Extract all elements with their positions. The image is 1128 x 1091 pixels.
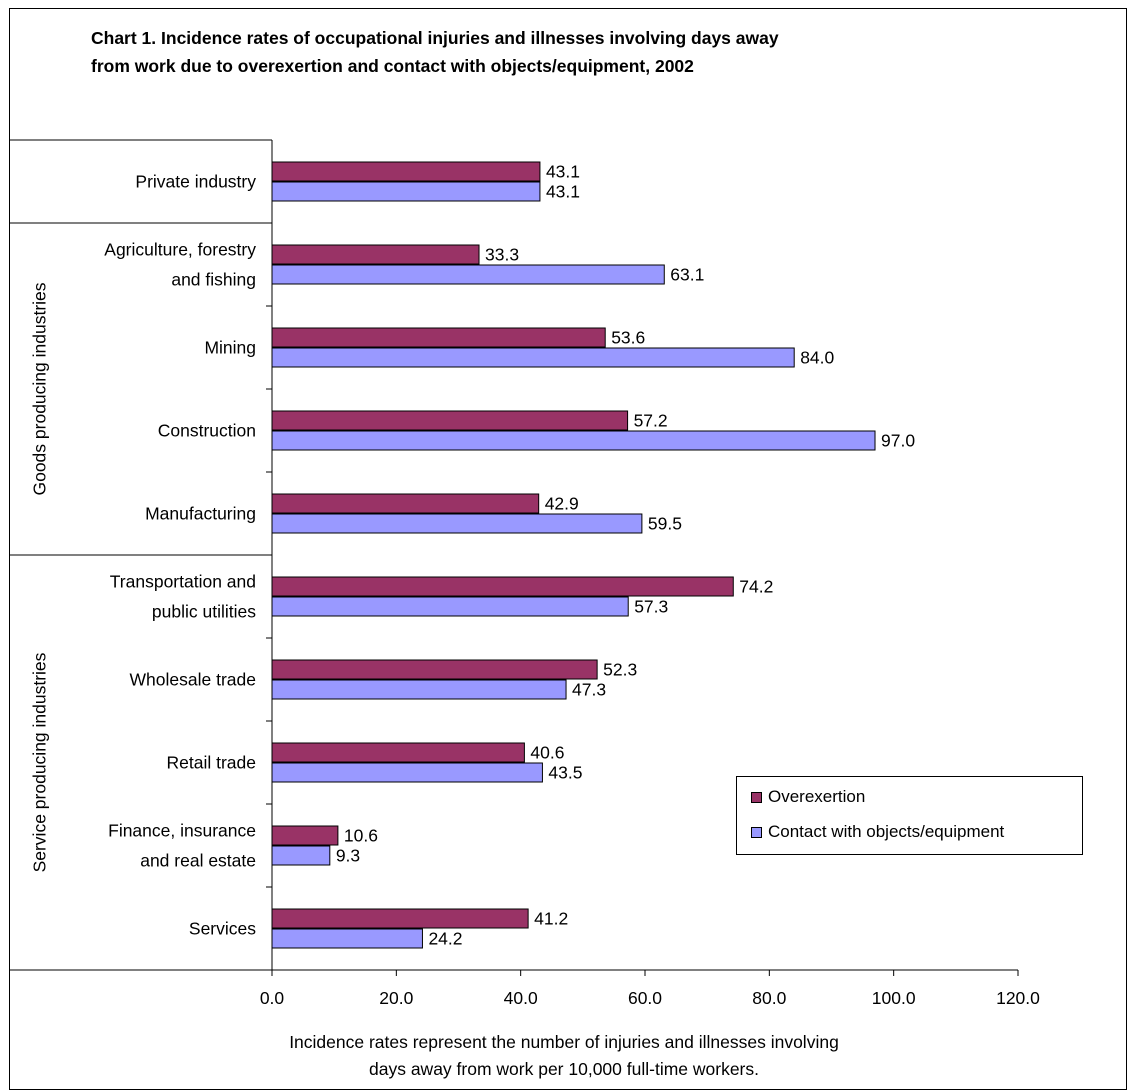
- bar-contact: [271, 596, 629, 617]
- data-label: 84.0: [800, 348, 834, 368]
- category-label: Manufacturing: [145, 504, 256, 524]
- x-tick-label: 20.0: [379, 988, 413, 1008]
- x-tick-label: 60.0: [628, 988, 662, 1008]
- category-label: Wholesale trade: [130, 670, 256, 690]
- data-label: 43.5: [548, 763, 582, 783]
- x-tick-label: 0.0: [260, 988, 285, 1008]
- data-label: 9.3: [336, 846, 360, 866]
- chart-legend: Overexertion Contact with objects/equipm…: [736, 776, 1083, 855]
- bar-overexertion: [271, 161, 541, 182]
- bar-overexertion: [271, 908, 529, 929]
- x-tick-label: 100.0: [872, 988, 916, 1008]
- bar-overexertion: [271, 493, 540, 514]
- data-label: 97.0: [881, 431, 915, 451]
- legend-item-overexertion: Overexertion: [751, 786, 865, 808]
- bar-contact: [271, 181, 541, 202]
- category-label: Services: [189, 919, 256, 939]
- category-label: Mining: [204, 338, 256, 358]
- category-label: Finance, insurance: [108, 821, 256, 841]
- chart-title-line-2: from work due to overexertion and contac…: [91, 56, 694, 76]
- legend-label-contact: Contact with objects/equipment: [768, 822, 1005, 841]
- data-label: 40.6: [530, 743, 564, 763]
- bar-contact: [271, 513, 643, 534]
- category-label: Private industry: [135, 172, 256, 192]
- legend-item-contact: Contact with objects/equipment: [751, 821, 1004, 843]
- chart-frame: [9, 8, 1127, 1090]
- bar-overexertion: [271, 244, 480, 265]
- category-label: Construction: [158, 421, 256, 441]
- bar-contact: [271, 347, 795, 368]
- bar-contact: [271, 845, 331, 866]
- data-label: 41.2: [534, 909, 568, 929]
- data-label: 42.9: [545, 494, 579, 514]
- bar-contact: [271, 762, 543, 783]
- x-axis-label-line-1: Incidence rates represent the number of …: [289, 1032, 839, 1052]
- bar-overexertion: [271, 659, 598, 680]
- chart-title-line-1: Chart 1. Incidence rates of occupational…: [91, 28, 779, 48]
- legend-swatch-contact: [751, 826, 762, 838]
- bar-contact: [271, 430, 876, 451]
- legend-label-overexertion: Overexertion: [768, 787, 866, 806]
- data-label: 74.2: [739, 577, 773, 597]
- x-tick-label: 80.0: [752, 988, 786, 1008]
- bar-overexertion: [271, 576, 734, 597]
- group-label: Goods producing industries: [30, 282, 50, 495]
- category-label: public utilities: [152, 602, 256, 622]
- category-label: Transportation and: [110, 572, 256, 592]
- data-label: 24.2: [428, 929, 462, 949]
- group-label: Service producing industries: [30, 652, 50, 872]
- x-tick-label: 120.0: [996, 988, 1040, 1008]
- data-label: 59.5: [648, 514, 682, 534]
- bar-overexertion: [271, 825, 339, 846]
- data-label: 47.3: [572, 680, 606, 700]
- data-label: 57.2: [634, 411, 668, 431]
- category-label: Agriculture, forestry: [104, 240, 256, 260]
- bar-contact: [271, 928, 423, 949]
- data-label: 10.6: [344, 826, 378, 846]
- bar-overexertion: [271, 327, 606, 348]
- category-label: and fishing: [171, 270, 256, 290]
- category-label: Retail trade: [167, 753, 257, 773]
- data-label: 43.1: [546, 182, 580, 202]
- bar-contact: [271, 679, 567, 700]
- x-tick-label: 40.0: [504, 988, 538, 1008]
- data-label: 33.3: [485, 245, 519, 265]
- legend-swatch-overexertion: [751, 791, 762, 803]
- x-axis-label-line-2: days away from work per 10,000 full-time…: [369, 1059, 759, 1079]
- bar-overexertion: [271, 410, 629, 431]
- data-label: 52.3: [603, 660, 637, 680]
- data-label: 57.3: [634, 597, 668, 617]
- data-label: 53.6: [611, 328, 645, 348]
- category-label: and real estate: [140, 851, 256, 871]
- bar-overexertion: [271, 742, 525, 763]
- data-label: 43.1: [546, 162, 580, 182]
- bar-contact: [271, 264, 665, 285]
- data-label: 63.1: [670, 265, 704, 285]
